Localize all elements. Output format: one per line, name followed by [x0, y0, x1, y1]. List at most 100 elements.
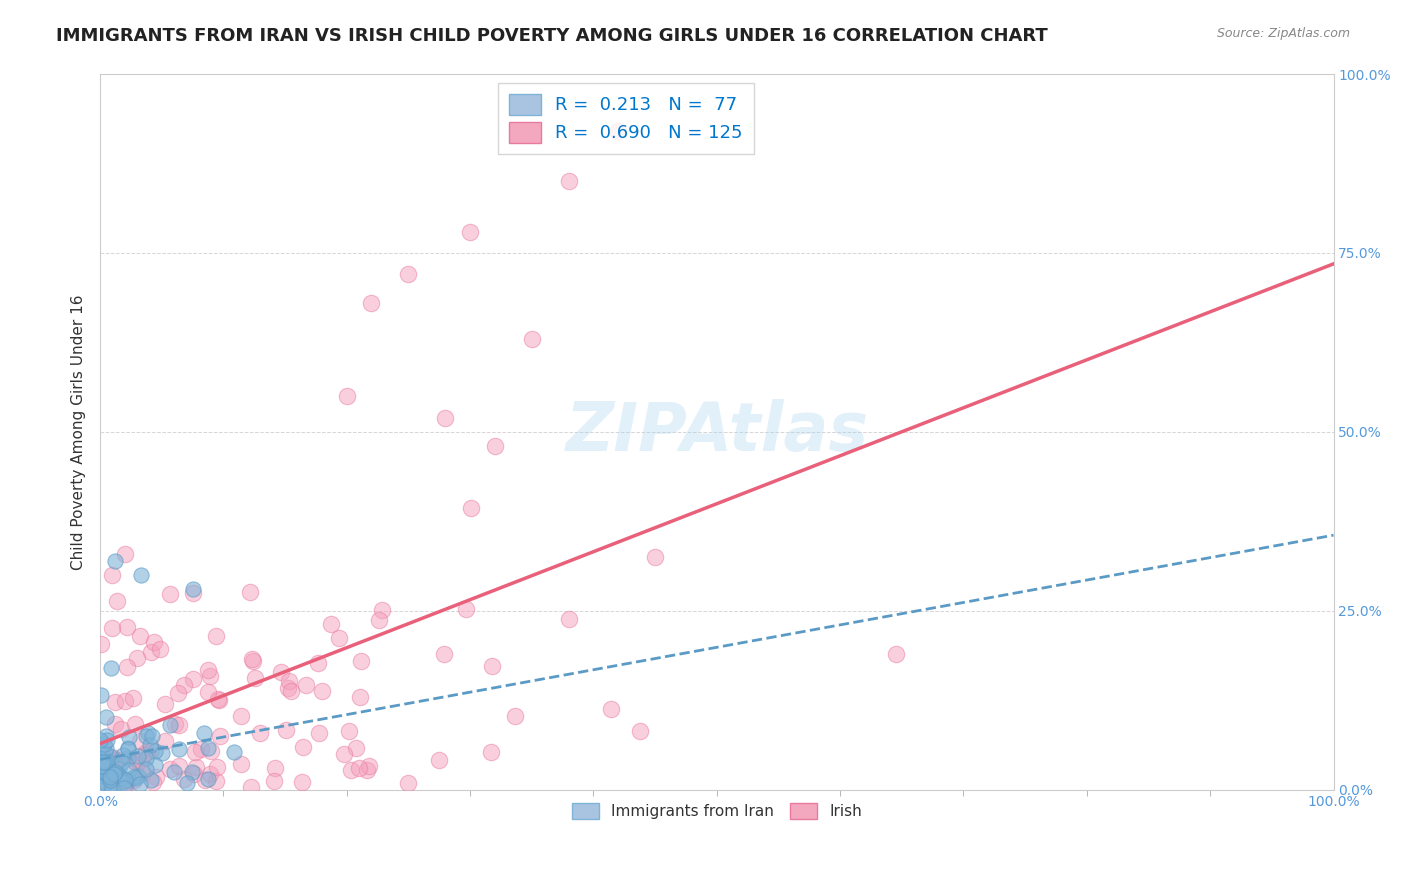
Point [112, 748, 135, 763]
Point [91, 764, 114, 778]
Point [139, 772, 162, 787]
Point [112, 780, 135, 795]
Point [117, 741, 139, 756]
Point [197, 772, 219, 787]
Point [350, 654, 373, 668]
Point [105, 764, 128, 778]
Point [167, 686, 190, 700]
Point [433, 647, 456, 661]
Point [91, 740, 114, 755]
Point [349, 761, 371, 775]
Point [115, 777, 138, 791]
Point [141, 729, 163, 743]
Point [207, 692, 229, 706]
Point [90, 759, 112, 773]
Point [124, 754, 146, 768]
Point [112, 778, 135, 792]
Point [132, 766, 155, 780]
Point [128, 734, 150, 748]
Point [101, 750, 124, 764]
Point [181, 586, 204, 600]
Point [344, 740, 367, 755]
Point [193, 726, 215, 740]
Point [328, 631, 350, 645]
Point [89, 732, 111, 747]
Point [249, 726, 271, 740]
Point [208, 729, 231, 743]
Point [104, 764, 127, 779]
Point [197, 663, 219, 677]
Point [96, 767, 118, 781]
Point [117, 620, 139, 634]
Point [356, 763, 378, 777]
Point [108, 763, 131, 777]
Point [204, 773, 226, 788]
Point [96, 754, 118, 768]
Point [222, 745, 245, 759]
Point [145, 770, 167, 784]
Point [242, 654, 264, 668]
Point [240, 652, 263, 666]
Point [135, 762, 157, 776]
Point [96, 749, 118, 764]
Point [307, 656, 329, 670]
Point [110, 771, 132, 785]
Point [454, 601, 477, 615]
Point [111, 775, 134, 789]
Point [520, 332, 543, 346]
Point [131, 765, 153, 780]
Point [153, 698, 176, 712]
Point [173, 772, 195, 786]
Text: Source: ZipAtlas.com: Source: ZipAtlas.com [1216, 27, 1350, 40]
Point [163, 716, 186, 731]
Point [117, 751, 139, 765]
Point [357, 759, 380, 773]
Point [607, 124, 630, 138]
Point [104, 754, 127, 768]
Point [368, 613, 391, 627]
Text: ZIPAtlas: ZIPAtlas [565, 399, 869, 465]
Point [96, 754, 118, 768]
Point [200, 669, 222, 683]
Point [101, 772, 124, 787]
Point [231, 709, 253, 723]
Point [167, 718, 190, 732]
Point [460, 501, 482, 516]
Point [332, 747, 354, 761]
Point [127, 748, 149, 763]
Point [181, 582, 204, 597]
Point [628, 724, 651, 739]
Point [264, 761, 287, 775]
Point [110, 722, 132, 736]
Point [135, 751, 157, 765]
Point [337, 724, 360, 739]
Point [180, 764, 202, 779]
Point [184, 759, 207, 773]
Text: IMMIGRANTS FROM IRAN VS IRISH CHILD POVERTY AMONG GIRLS UNDER 16 CORRELATION CHA: IMMIGRANTS FROM IRAN VS IRISH CHILD POVE… [56, 27, 1047, 45]
Point [103, 767, 125, 781]
Point [229, 757, 252, 772]
Point [90, 746, 112, 760]
Point [107, 767, 129, 781]
Point [124, 716, 146, 731]
Point [96, 732, 118, 747]
Point [98, 772, 121, 787]
Point [94, 768, 117, 782]
Point [197, 685, 219, 699]
Point [100, 749, 122, 764]
Point [198, 766, 221, 780]
Point [118, 763, 141, 777]
Point [100, 771, 122, 785]
Legend: Immigrants from Iran, Irish: Immigrants from Iran, Irish [565, 797, 868, 825]
Point [134, 745, 156, 759]
Point [105, 753, 128, 767]
Point [124, 771, 146, 785]
Point [200, 744, 222, 758]
Point [396, 776, 419, 790]
Point [263, 774, 285, 789]
Point [277, 681, 299, 695]
Point [458, 225, 481, 239]
Point [114, 781, 136, 796]
Point [371, 603, 394, 617]
Point [94, 745, 117, 759]
